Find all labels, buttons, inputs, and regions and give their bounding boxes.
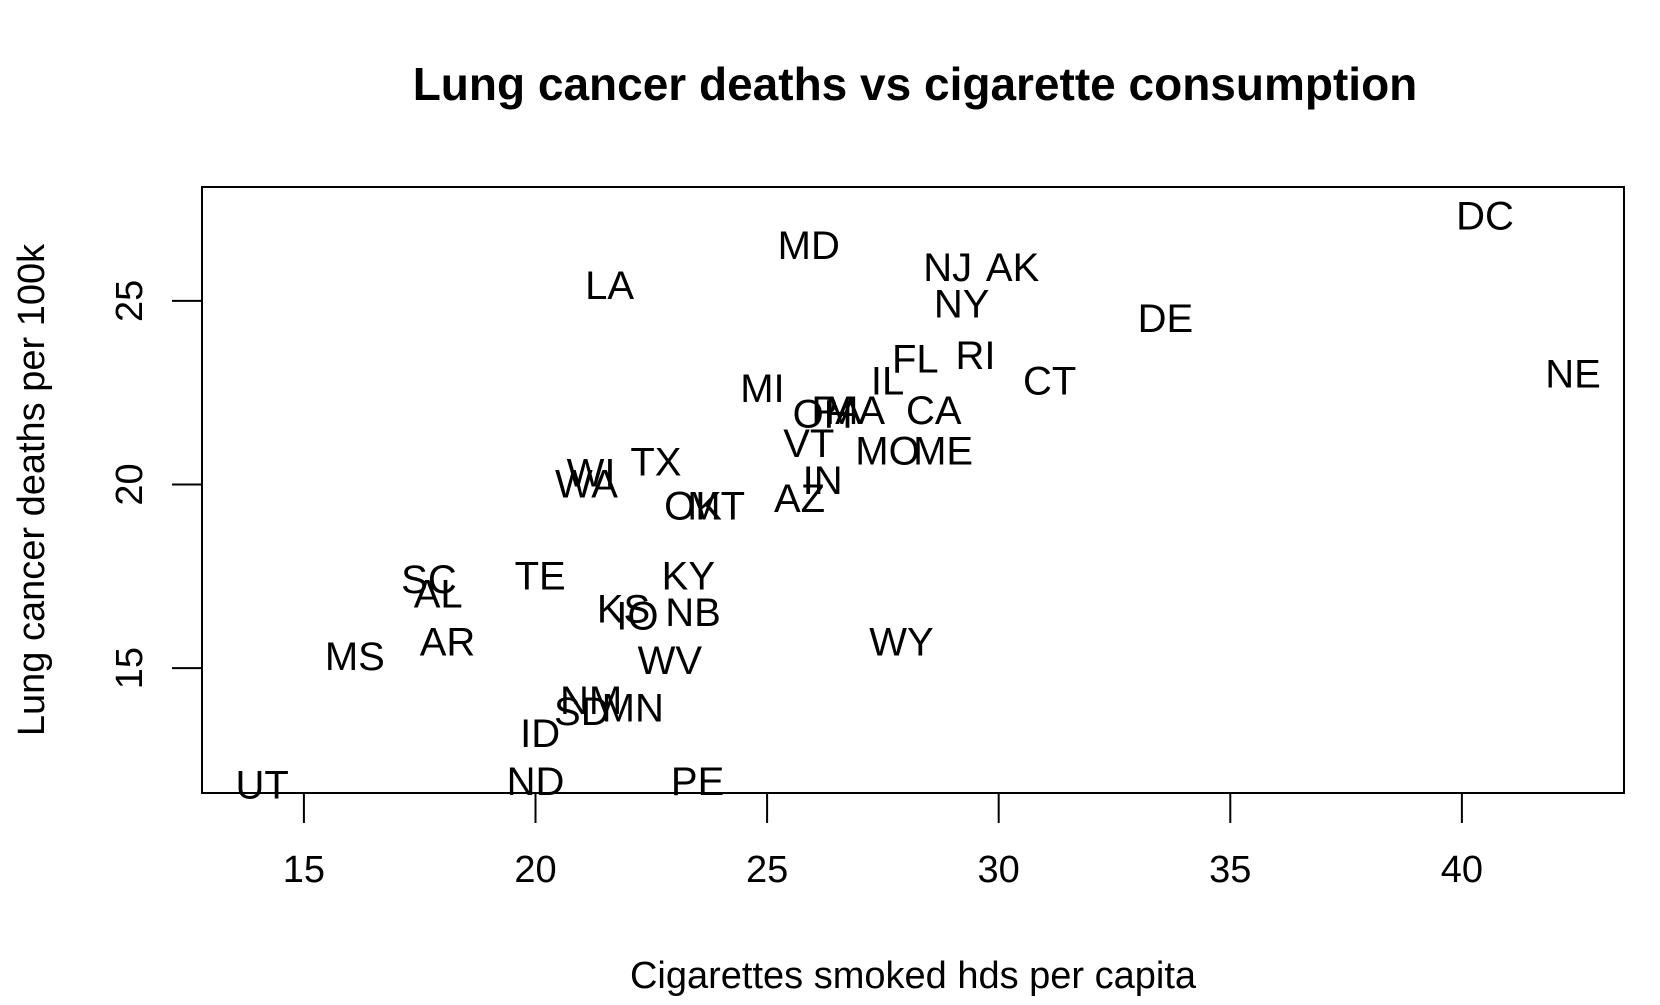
data-point-label: FL [892,338,939,382]
x-axis-label: Cigarettes smoked hds per capita [630,955,1197,997]
x-tick-label: 25 [746,849,788,891]
data-point-label: KY [662,554,715,598]
x-axis: 15 20 25 30 35 40 [283,793,1483,891]
data-point-label: KS [597,587,650,631]
data-point-label: NB [665,591,721,635]
data-point-label: OK [664,485,722,529]
data-point-label: NM [560,679,622,723]
data-point-label: ID [520,712,560,756]
x-tick-label: 35 [1209,849,1251,891]
data-point-label: AR [420,620,476,664]
data-point-label: IO [616,595,658,639]
data-point-label: WA [555,462,618,506]
data-point-label: SC [401,558,457,602]
x-tick-label: 40 [1441,849,1483,891]
data-point-label: NJ [923,246,972,290]
data-point-label: SD [554,690,610,734]
x-tick-label: 20 [514,849,556,891]
data-point-label: TX [630,440,681,484]
data-point-label: IL [871,360,904,404]
data-point-label: DE [1138,297,1194,341]
x-tick-label: 15 [283,849,325,891]
data-point-label: PE [671,760,724,804]
data-point-label: UT [236,764,289,808]
data-point-label: NE [1545,352,1601,396]
y-tick-label: 20 [109,463,151,505]
data-point-label: CA [906,389,962,433]
data-point-label: WY [869,620,933,664]
data-point-label: WI [567,451,616,495]
data-point-label: CT [1023,360,1076,404]
data-point-label: AL [414,573,463,617]
x-tick-label: 30 [978,849,1020,891]
data-point-label: MO [855,429,919,473]
plot-frame [201,186,1625,794]
y-axis-label: Lung cancer deaths per 100k [11,243,53,736]
data-point-label: LA [585,264,634,308]
data-point-label: VT [783,422,834,466]
data-point-label: RI [956,334,996,378]
data-point-label: MN [602,687,664,731]
data-point-label: MT [687,485,745,529]
y-tick-label: 25 [109,280,151,322]
data-point-label: PA [811,389,862,433]
y-tick-label: 15 [109,647,151,689]
data-point-label: OH [793,393,853,437]
data-point-label: MS [325,635,385,679]
data-point-label: NY [934,283,990,327]
data-point-label: MA [825,389,885,433]
data-point-label: DC [1456,194,1514,238]
data-point-label: TE [515,554,566,598]
chart-title: Lung cancer deaths vs cigarette consumpt… [413,58,1418,110]
data-point-label: AK [986,246,1040,290]
data-point-label: AZ [774,477,825,521]
data-point-label: MI [740,367,784,411]
data-point-label: WV [638,639,703,683]
y-axis: 15 20 25 [109,280,202,689]
data-point-label: ME [913,429,973,473]
data-point-label: MD [778,224,840,268]
data-point-label: IN [803,459,843,503]
data-point-label: ND [507,760,565,804]
